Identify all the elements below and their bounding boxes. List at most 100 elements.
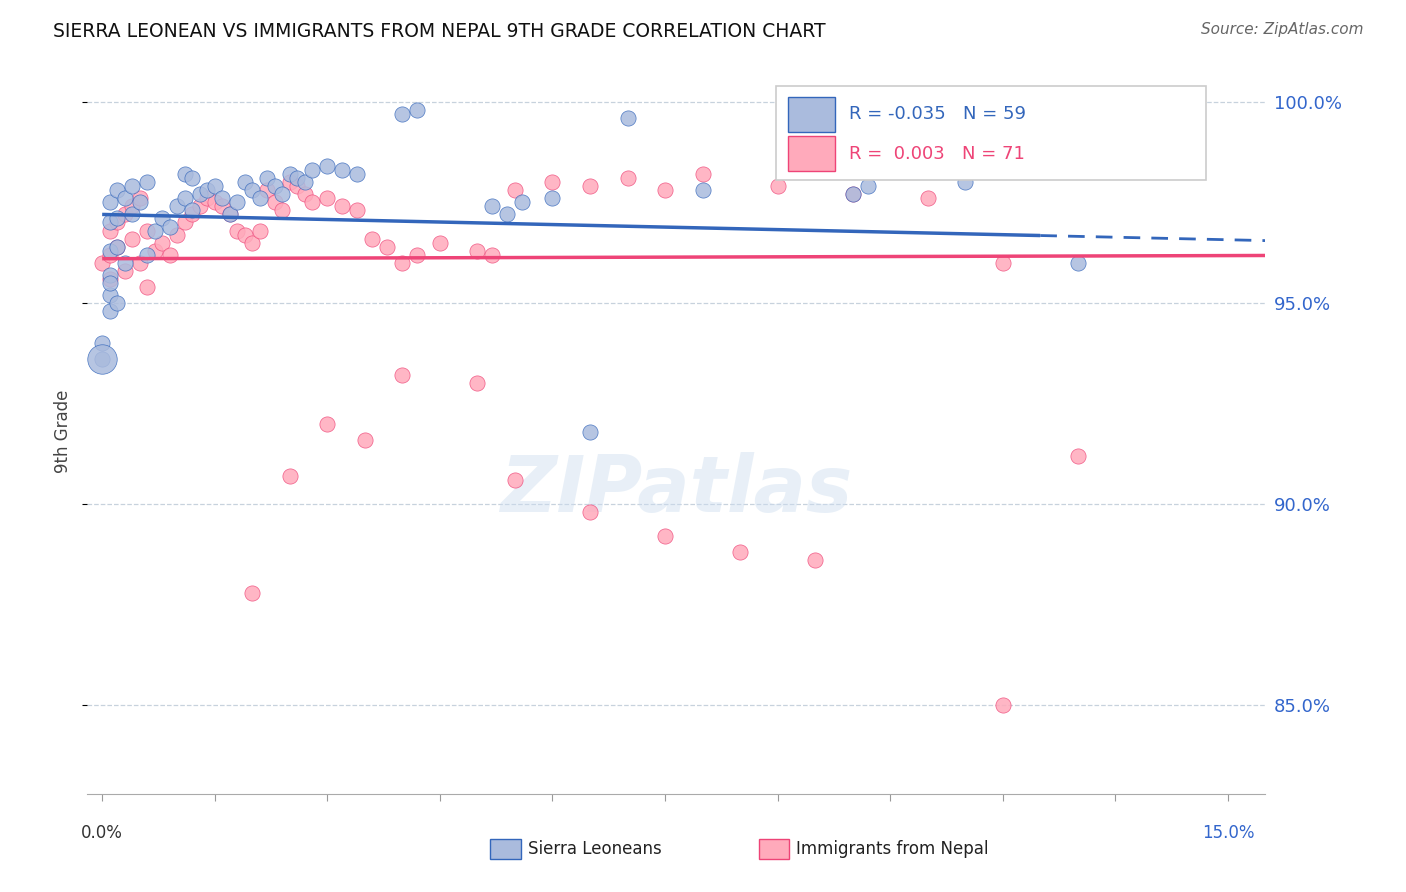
Point (233, 175, 256, 189)
Point (616, 171, 638, 186)
Point (841, 187, 863, 202)
FancyBboxPatch shape (491, 838, 520, 859)
Point (1067, 449, 1090, 463)
Point (481, 248, 503, 262)
Point (226, 223, 249, 237)
Point (481, 199, 503, 213)
Point (728, 545, 751, 559)
Point (804, 553, 827, 567)
Point (98, 304, 121, 318)
Point (841, 187, 863, 202)
Point (953, 175, 976, 189)
Point (316, 159, 339, 173)
Point (226, 195, 249, 210)
Point (301, 195, 323, 210)
Text: Sierra Leoneans: Sierra Leoneans (527, 840, 662, 858)
Point (240, 585, 263, 599)
Point (503, 183, 526, 197)
Point (218, 207, 240, 221)
Point (391, 107, 413, 121)
Point (249, 191, 271, 205)
Point (150, 211, 173, 226)
FancyBboxPatch shape (789, 97, 835, 132)
Point (143, 223, 166, 237)
Point (766, 179, 789, 194)
Point (377, 239, 399, 253)
Point (136, 175, 159, 189)
Point (263, 195, 285, 210)
Point (105, 211, 128, 226)
Point (278, 175, 301, 189)
Point (330, 163, 353, 178)
Point (692, 183, 714, 197)
Point (346, 203, 368, 218)
Point (91, 256, 114, 270)
Point (301, 163, 323, 178)
Point (579, 505, 602, 519)
Point (195, 191, 218, 205)
Point (271, 187, 294, 202)
Point (98, 288, 121, 302)
Point (114, 256, 136, 270)
Point (173, 191, 195, 205)
Text: R = -0.035   N = 59: R = -0.035 N = 59 (849, 105, 1026, 123)
Point (361, 231, 384, 245)
Point (166, 199, 188, 213)
Point (195, 183, 218, 197)
Point (285, 179, 308, 194)
Point (579, 179, 602, 194)
Y-axis label: 9th Grade: 9th Grade (53, 390, 72, 474)
Point (391, 368, 413, 383)
Point (98, 268, 121, 282)
Point (181, 203, 204, 218)
Point (114, 264, 136, 278)
Point (467, 376, 489, 391)
Point (240, 183, 263, 197)
Point (503, 473, 526, 487)
Point (616, 111, 638, 125)
Point (541, 175, 564, 189)
Point (150, 235, 173, 250)
Point (173, 167, 195, 181)
Point (278, 469, 301, 483)
Point (105, 215, 128, 229)
Point (256, 183, 278, 197)
Point (271, 203, 294, 218)
Point (105, 239, 128, 253)
Point (211, 199, 233, 213)
Point (105, 239, 128, 253)
FancyBboxPatch shape (759, 838, 789, 859)
Point (218, 207, 240, 221)
Point (991, 698, 1014, 713)
Point (429, 235, 451, 250)
Point (128, 195, 150, 210)
Point (181, 171, 204, 186)
Point (541, 191, 564, 205)
Point (98, 272, 121, 286)
Point (233, 227, 256, 242)
Point (98, 248, 121, 262)
Point (173, 215, 195, 229)
Point (256, 171, 278, 186)
Text: R =  0.003   N = 71: R = 0.003 N = 71 (849, 145, 1025, 162)
Point (98, 244, 121, 258)
Point (105, 296, 128, 310)
Point (188, 187, 211, 202)
Text: 15.0%: 15.0% (1202, 824, 1254, 842)
Point (98, 215, 121, 229)
Text: Source: ZipAtlas.com: Source: ZipAtlas.com (1201, 22, 1364, 37)
Point (856, 179, 879, 194)
Point (330, 199, 353, 213)
Point (406, 103, 429, 117)
Text: 0.0%: 0.0% (82, 824, 124, 842)
Point (278, 167, 301, 181)
Point (143, 244, 166, 258)
Point (136, 280, 159, 294)
Point (496, 207, 519, 221)
Point (917, 191, 939, 205)
Point (121, 199, 143, 213)
FancyBboxPatch shape (789, 136, 835, 171)
Point (114, 191, 136, 205)
Point (181, 207, 204, 221)
Point (98, 276, 121, 290)
